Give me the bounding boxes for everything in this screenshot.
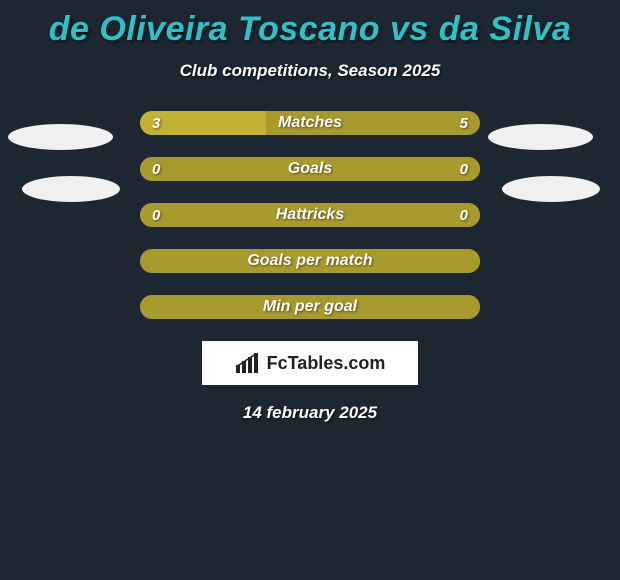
stat-bar-right-value: 5 — [460, 115, 468, 132]
stat-bar-left-value: 0 — [152, 161, 160, 178]
stat-bar-left-value: 3 — [152, 115, 160, 132]
stat-bar-label: Min per goal — [140, 298, 480, 316]
player-left-ellipse-2 — [22, 176, 120, 202]
stat-bar-label: Goals per match — [140, 252, 480, 270]
stats-area: Matches35Goals00Hattricks00Goals per mat… — [0, 111, 620, 319]
stat-bar-right-value: 0 — [460, 207, 468, 224]
source-badge: FcTables.com — [202, 341, 418, 385]
stat-bar-label: Hattricks — [140, 206, 480, 224]
player-right-ellipse-2 — [502, 176, 600, 202]
player-right-ellipse-1 — [488, 124, 593, 150]
stat-bar-left-value: 0 — [152, 207, 160, 224]
stat-bar: Goals0 0 — [140, 157, 480, 181]
badge-text: FcTables.com — [267, 353, 386, 374]
chart-icon — [235, 353, 261, 373]
stat-bar: Matches3 5 — [140, 111, 480, 135]
stat-bar: Goals per match — [140, 249, 480, 273]
subtitle: Club competitions, Season 2025 — [0, 61, 620, 81]
stat-bar-label: Goals — [140, 160, 480, 178]
stat-bar-label: Matches — [140, 114, 480, 132]
page-title: de Oliveira Toscano vs da Silva — [0, 0, 620, 49]
stat-bar: Min per goal — [140, 295, 480, 319]
date-text: 14 february 2025 — [0, 403, 620, 423]
stat-bars: Matches35Goals00Hattricks00Goals per mat… — [140, 111, 480, 319]
stat-bar-right-value: 0 — [460, 161, 468, 178]
player-left-ellipse-1 — [8, 124, 113, 150]
stat-bar: Hattricks0 0 — [140, 203, 480, 227]
